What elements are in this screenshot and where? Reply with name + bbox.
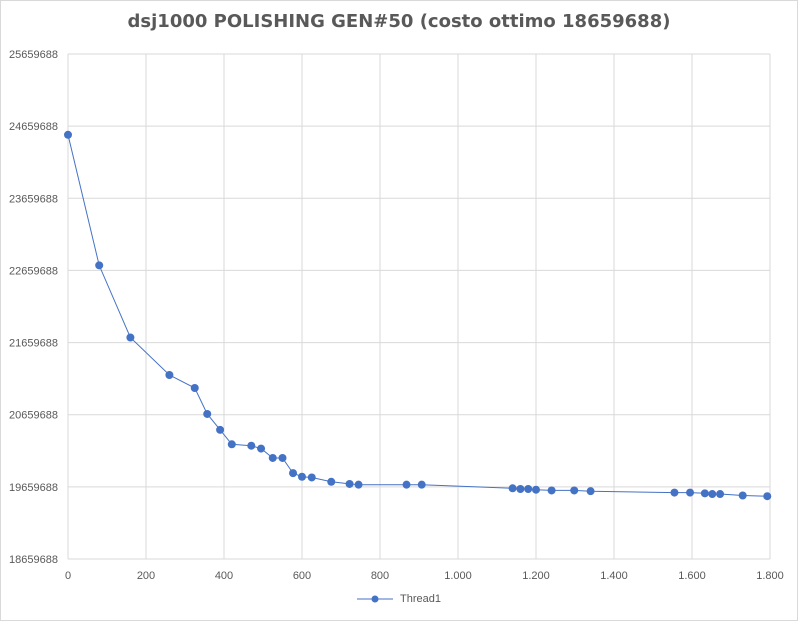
data-point — [289, 469, 298, 478]
legend: Thread1 — [1, 593, 797, 605]
x-tick-label: 1.600 — [678, 570, 706, 582]
data-point — [227, 440, 236, 449]
data-point — [278, 453, 287, 462]
x-tick-label: 200 — [137, 570, 155, 582]
y-tick-label: 25659688 — [9, 49, 58, 61]
data-point — [586, 487, 595, 496]
data-point — [247, 441, 256, 450]
data-point — [190, 383, 199, 392]
data-point — [95, 261, 104, 270]
data-point — [738, 491, 747, 500]
data-point — [670, 488, 679, 497]
chart-title: dsj1000 POLISHING GEN#50 (costo ottimo 1… — [127, 11, 671, 32]
y-tick-label: 22659688 — [9, 265, 58, 277]
data-point — [524, 484, 533, 493]
data-point — [216, 425, 225, 434]
x-tick-label: 1.400 — [600, 570, 628, 582]
data-point — [547, 486, 556, 495]
data-point — [345, 479, 354, 488]
x-tick-label: 0 — [65, 570, 71, 582]
data-point — [686, 488, 695, 497]
data-point — [126, 333, 135, 342]
data-point — [508, 484, 517, 493]
legend-swatch-icon — [356, 595, 393, 603]
y-tick-label: 18659688 — [9, 554, 58, 566]
plot-area: 18659688 19659688 20659688 21659688 22659688… — [9, 49, 784, 582]
data-point — [64, 130, 72, 139]
data-point — [327, 477, 336, 486]
data-point — [298, 472, 306, 481]
data-point — [268, 453, 277, 462]
data-point — [570, 486, 579, 495]
data-point — [257, 444, 266, 453]
x-tick-label: 1.000 — [444, 570, 472, 582]
y-tick-label: 19659688 — [9, 482, 58, 494]
y-tick-label: 21659688 — [9, 338, 58, 350]
data-point — [307, 473, 316, 482]
y-tick-label: 24659688 — [9, 121, 58, 133]
data-point — [708, 490, 717, 499]
data-point — [354, 480, 363, 489]
x-tick-label: 600 — [293, 570, 311, 582]
series-line — [67, 134, 768, 497]
data-point — [402, 480, 411, 489]
data-point — [516, 484, 525, 493]
data-point — [165, 371, 174, 380]
x-tick-label: 800 — [371, 570, 389, 582]
y-tick-label: 23659688 — [9, 193, 58, 205]
x-tick-label: 1.200 — [522, 570, 550, 582]
data-point — [700, 489, 709, 498]
x-tick-label: 400 — [215, 570, 233, 582]
data-point — [203, 409, 212, 418]
y-tick-label: 20659688 — [9, 410, 58, 422]
data-point — [532, 485, 540, 494]
data-point — [763, 492, 772, 501]
data-point — [417, 480, 426, 489]
data-point — [716, 490, 725, 499]
legend-label: Thread1 — [400, 593, 442, 606]
x-tick-label: 1.800 — [756, 570, 784, 582]
